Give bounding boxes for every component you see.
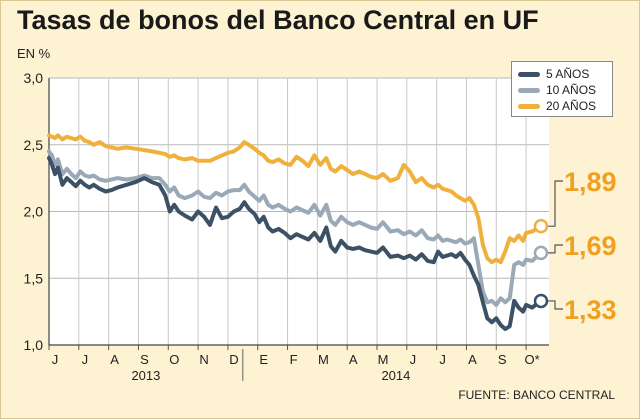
legend-item-5y: 5 AÑOS [518, 66, 606, 82]
x-tick-label: S [498, 352, 507, 367]
end-marker-10y [533, 245, 549, 261]
legend-swatch-10y [518, 87, 540, 93]
end-label-5y: 1,33 [564, 295, 617, 325]
legend-item-20y: 20 AÑOS [518, 98, 606, 114]
legend-swatch-5y [518, 71, 540, 77]
x-tick-label: E [259, 352, 268, 367]
x-tick-label: J [52, 352, 59, 367]
series-line-20y [47, 133, 543, 265]
end-label-10y: 1,69 [564, 231, 617, 261]
legend-label-5y: 5 AÑOS [546, 67, 590, 81]
y-axis-unit-label: EN % [17, 46, 51, 61]
legend-item-10y: 10 AÑOS [518, 82, 606, 98]
end-marker-20y [533, 218, 549, 234]
x-tick-label: O [169, 352, 179, 367]
series-line-10y [47, 149, 543, 307]
y-tick-labels: 1,0 1,5 2,0 2,5 3,0 [24, 70, 44, 353]
x-tick-label: J [439, 352, 446, 367]
legend-swatch-20y [518, 103, 540, 109]
year-label-2013: 2013 [131, 368, 160, 383]
series-line-5y [47, 156, 543, 331]
x-tick-label: S [140, 352, 149, 367]
x-tick-label: A [468, 352, 477, 367]
y-tick-label: 2,0 [24, 204, 44, 220]
y-tick-label: 1,0 [24, 337, 44, 353]
grid [48, 77, 549, 381]
x-tick-label: N [199, 352, 208, 367]
chart-title: Tasas de bonos del Banco Central en UF [17, 5, 539, 35]
legend-label-10y: 10 AÑOS [546, 83, 597, 97]
x-tick-label: J [410, 352, 417, 367]
x-tick-labels: J J A S O N D E F M A M J J A S O* 2013 2014 [52, 352, 540, 383]
end-labels: 1,33 1,69 1,89 [533, 167, 617, 325]
y-tick-label: 1,5 [24, 270, 44, 286]
x-tick-label: M [378, 352, 389, 367]
y-tick-label: 3,0 [24, 70, 44, 86]
x-tick-label: A [110, 352, 119, 367]
x-tick-label: O* [525, 352, 540, 367]
legend: 5 AÑOS 10 AÑOS 20 AÑOS [511, 61, 613, 117]
source-note: FUENTE: BANCO CENTRAL [458, 388, 615, 402]
x-tick-label: D [229, 352, 238, 367]
x-tick-label: J [82, 352, 89, 367]
x-tick-label: F [290, 352, 298, 367]
end-label-20y: 1,89 [564, 167, 617, 197]
x-tick-label: A [349, 352, 358, 367]
x-tick-label: M [318, 352, 329, 367]
year-label-2014: 2014 [381, 368, 410, 383]
series-lines [47, 133, 543, 331]
y-tick-label: 2,5 [24, 137, 44, 153]
end-marker-5y [533, 293, 549, 309]
legend-label-20y: 20 AÑOS [546, 99, 597, 113]
